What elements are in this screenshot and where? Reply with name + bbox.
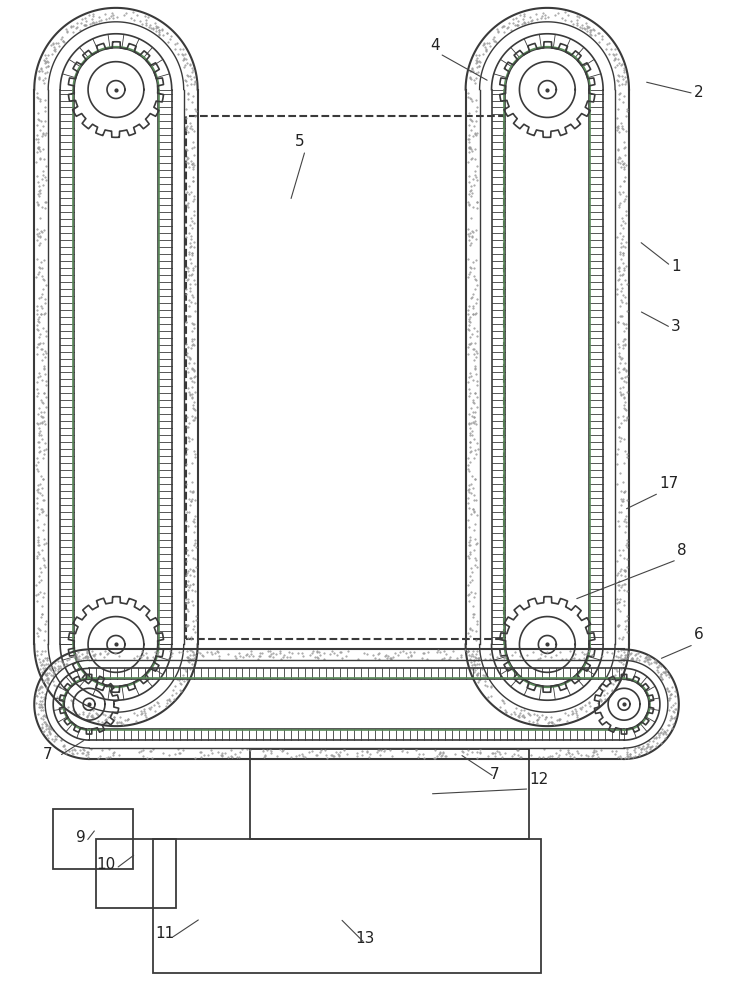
Bar xyxy=(53,809,133,869)
Text: 2: 2 xyxy=(694,85,704,100)
Text: 12: 12 xyxy=(529,772,548,787)
Bar xyxy=(250,749,529,839)
Bar xyxy=(96,839,176,908)
Text: 11: 11 xyxy=(156,926,175,941)
Text: 3: 3 xyxy=(670,319,681,334)
Polygon shape xyxy=(88,90,144,644)
Text: 8: 8 xyxy=(677,543,687,558)
Text: 5: 5 xyxy=(295,134,305,149)
Text: 7: 7 xyxy=(489,767,499,782)
Bar xyxy=(153,839,542,973)
Text: 13: 13 xyxy=(355,931,375,946)
Text: 6: 6 xyxy=(694,627,704,642)
Text: 17: 17 xyxy=(659,476,678,491)
Text: 4: 4 xyxy=(430,38,439,53)
Bar xyxy=(185,116,504,639)
Text: 10: 10 xyxy=(96,857,116,872)
Text: 9: 9 xyxy=(76,830,86,845)
Text: 7: 7 xyxy=(43,747,53,762)
Polygon shape xyxy=(520,90,576,644)
Text: 1: 1 xyxy=(670,259,681,274)
